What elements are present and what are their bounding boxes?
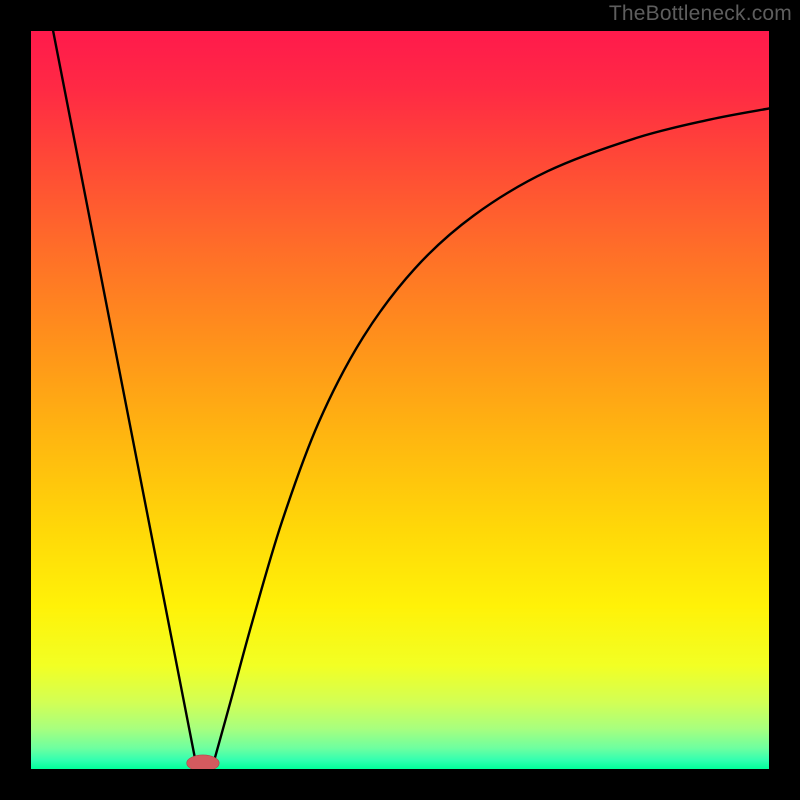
gradient-background — [31, 31, 769, 769]
watermark-text: TheBottleneck.com — [609, 2, 792, 26]
optimum-marker — [187, 755, 219, 769]
plot-svg — [31, 31, 769, 769]
plot-area — [31, 31, 769, 769]
chart-frame: TheBottleneck.com — [0, 0, 800, 800]
